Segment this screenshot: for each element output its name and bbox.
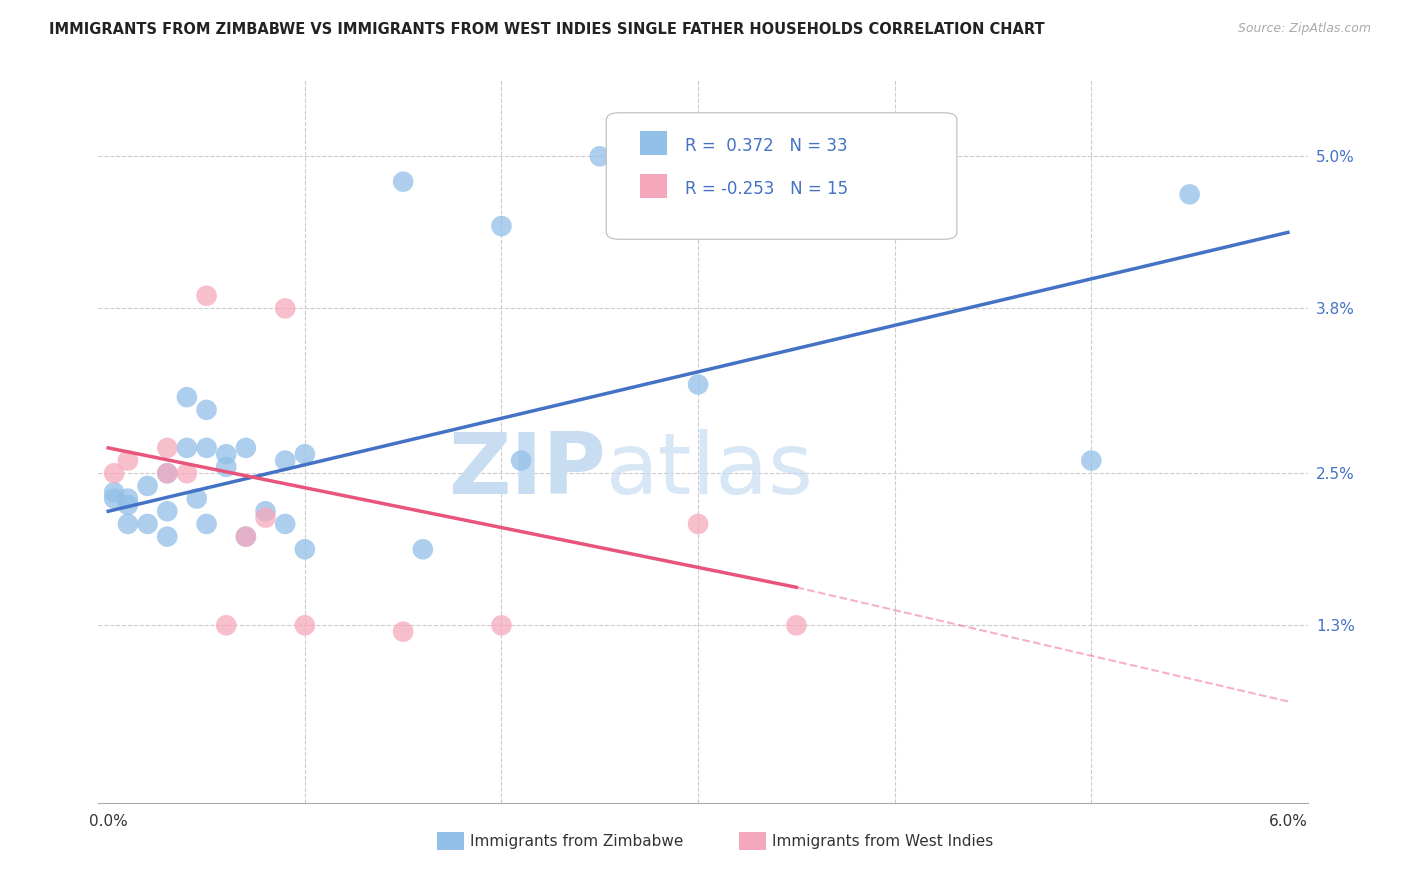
Point xyxy=(274,516,297,531)
Point xyxy=(156,467,179,481)
Point xyxy=(294,542,316,557)
Point xyxy=(235,530,257,544)
Point xyxy=(117,498,139,512)
Point xyxy=(176,441,198,455)
Text: IMMIGRANTS FROM ZIMBABWE VS IMMIGRANTS FROM WEST INDIES SINGLE FATHER HOUSEHOLDS: IMMIGRANTS FROM ZIMBABWE VS IMMIGRANTS F… xyxy=(49,22,1045,37)
Point xyxy=(195,441,218,455)
Point xyxy=(688,516,710,531)
FancyBboxPatch shape xyxy=(606,112,957,239)
Point xyxy=(176,390,198,404)
Point xyxy=(294,447,316,461)
Point xyxy=(274,301,297,316)
Point xyxy=(589,149,612,163)
Point xyxy=(785,618,807,632)
Point xyxy=(235,530,257,544)
Point xyxy=(491,219,513,233)
Text: Immigrants from West Indies: Immigrants from West Indies xyxy=(772,834,993,848)
Point xyxy=(195,516,218,531)
Point xyxy=(103,467,125,481)
Point xyxy=(195,289,218,303)
Point xyxy=(254,504,277,518)
Point xyxy=(274,453,297,467)
Point xyxy=(688,377,710,392)
Point xyxy=(235,441,257,455)
Point xyxy=(117,491,139,506)
Point xyxy=(412,542,434,557)
Point xyxy=(215,618,238,632)
Point xyxy=(176,467,198,481)
Text: Immigrants from Zimbabwe: Immigrants from Zimbabwe xyxy=(470,834,683,848)
Point xyxy=(294,618,316,632)
Point xyxy=(103,485,125,500)
Text: ZIP: ZIP xyxy=(449,429,606,512)
Point xyxy=(117,453,139,467)
Point xyxy=(491,618,513,632)
Point xyxy=(215,459,238,474)
Bar xyxy=(640,174,666,198)
Point xyxy=(103,491,125,506)
Point xyxy=(156,441,179,455)
Bar xyxy=(640,131,666,154)
Point xyxy=(510,453,533,467)
Bar xyxy=(437,831,464,850)
Point xyxy=(215,447,238,461)
Point xyxy=(156,530,179,544)
Point xyxy=(392,175,415,189)
Point xyxy=(186,491,208,506)
Text: atlas: atlas xyxy=(606,429,814,512)
Bar xyxy=(740,831,766,850)
Point xyxy=(195,402,218,417)
Point xyxy=(1080,453,1102,467)
Point xyxy=(392,624,415,639)
Text: Source: ZipAtlas.com: Source: ZipAtlas.com xyxy=(1237,22,1371,36)
Point xyxy=(1178,187,1201,202)
Text: R = -0.253   N = 15: R = -0.253 N = 15 xyxy=(685,180,848,198)
Point xyxy=(136,479,159,493)
Point xyxy=(156,467,179,481)
Point xyxy=(156,504,179,518)
Text: R =  0.372   N = 33: R = 0.372 N = 33 xyxy=(685,137,848,155)
Point xyxy=(117,516,139,531)
Point xyxy=(136,516,159,531)
Point xyxy=(254,510,277,524)
